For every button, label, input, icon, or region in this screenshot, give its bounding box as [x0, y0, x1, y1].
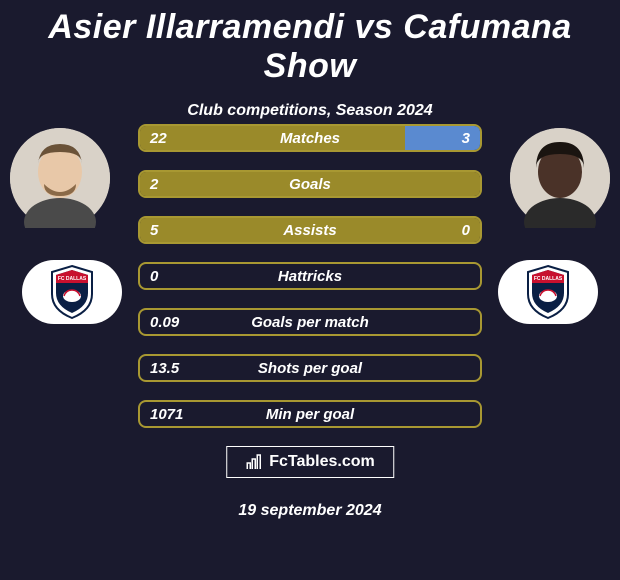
- shield-icon: FC DALLAS: [48, 264, 96, 320]
- stat-value-left: 2: [140, 176, 200, 193]
- stat-row: 5Assists0: [138, 216, 482, 244]
- stat-value-left: 5: [140, 222, 200, 239]
- shield-icon: FC DALLAS: [524, 264, 572, 320]
- svg-text:FC DALLAS: FC DALLAS: [534, 276, 563, 282]
- stat-label: Min per goal: [200, 406, 420, 423]
- stat-label: Shots per goal: [200, 360, 420, 377]
- svg-text:FC DALLAS: FC DALLAS: [58, 276, 87, 282]
- page-title: Asier Illarramendi vs Cafumana Show: [0, 0, 620, 86]
- club-right-logo: FC DALLAS: [498, 260, 598, 324]
- player-right-portrait: [510, 128, 610, 228]
- stat-value-left: 1071: [140, 406, 200, 423]
- stat-row: 2Goals: [138, 170, 482, 198]
- stats-container: 22Matches32Goals5Assists00Hattricks0.09G…: [138, 124, 482, 446]
- stat-label: Goals: [200, 176, 420, 193]
- stat-label: Goals per match: [200, 314, 420, 331]
- subtitle: Club competitions, Season 2024: [0, 102, 620, 120]
- watermark-text: FcTables.com: [269, 453, 375, 471]
- stat-value-left: 22: [140, 130, 200, 147]
- stat-value-left: 0.09: [140, 314, 200, 331]
- stat-label: Hattricks: [200, 268, 420, 285]
- stat-row: 0Hattricks: [138, 262, 482, 290]
- stat-value-right: 3: [420, 130, 480, 147]
- stat-label: Matches: [200, 130, 420, 147]
- face-icon: [510, 128, 610, 228]
- date-text: 19 september 2024: [0, 502, 620, 520]
- face-icon: [10, 128, 110, 228]
- stat-row: 13.5Shots per goal: [138, 354, 482, 382]
- club-left-logo: FC DALLAS: [22, 260, 122, 324]
- stat-row: 0.09Goals per match: [138, 308, 482, 336]
- stat-value-right: 0: [420, 222, 480, 239]
- chart-icon: [245, 453, 263, 471]
- player-left-portrait: [10, 128, 110, 228]
- stat-row: 22Matches3: [138, 124, 482, 152]
- stat-label: Assists: [200, 222, 420, 239]
- watermark: FcTables.com: [226, 446, 394, 478]
- stat-value-left: 13.5: [140, 360, 200, 377]
- stat-value-left: 0: [140, 268, 200, 285]
- stat-row: 1071Min per goal: [138, 400, 482, 428]
